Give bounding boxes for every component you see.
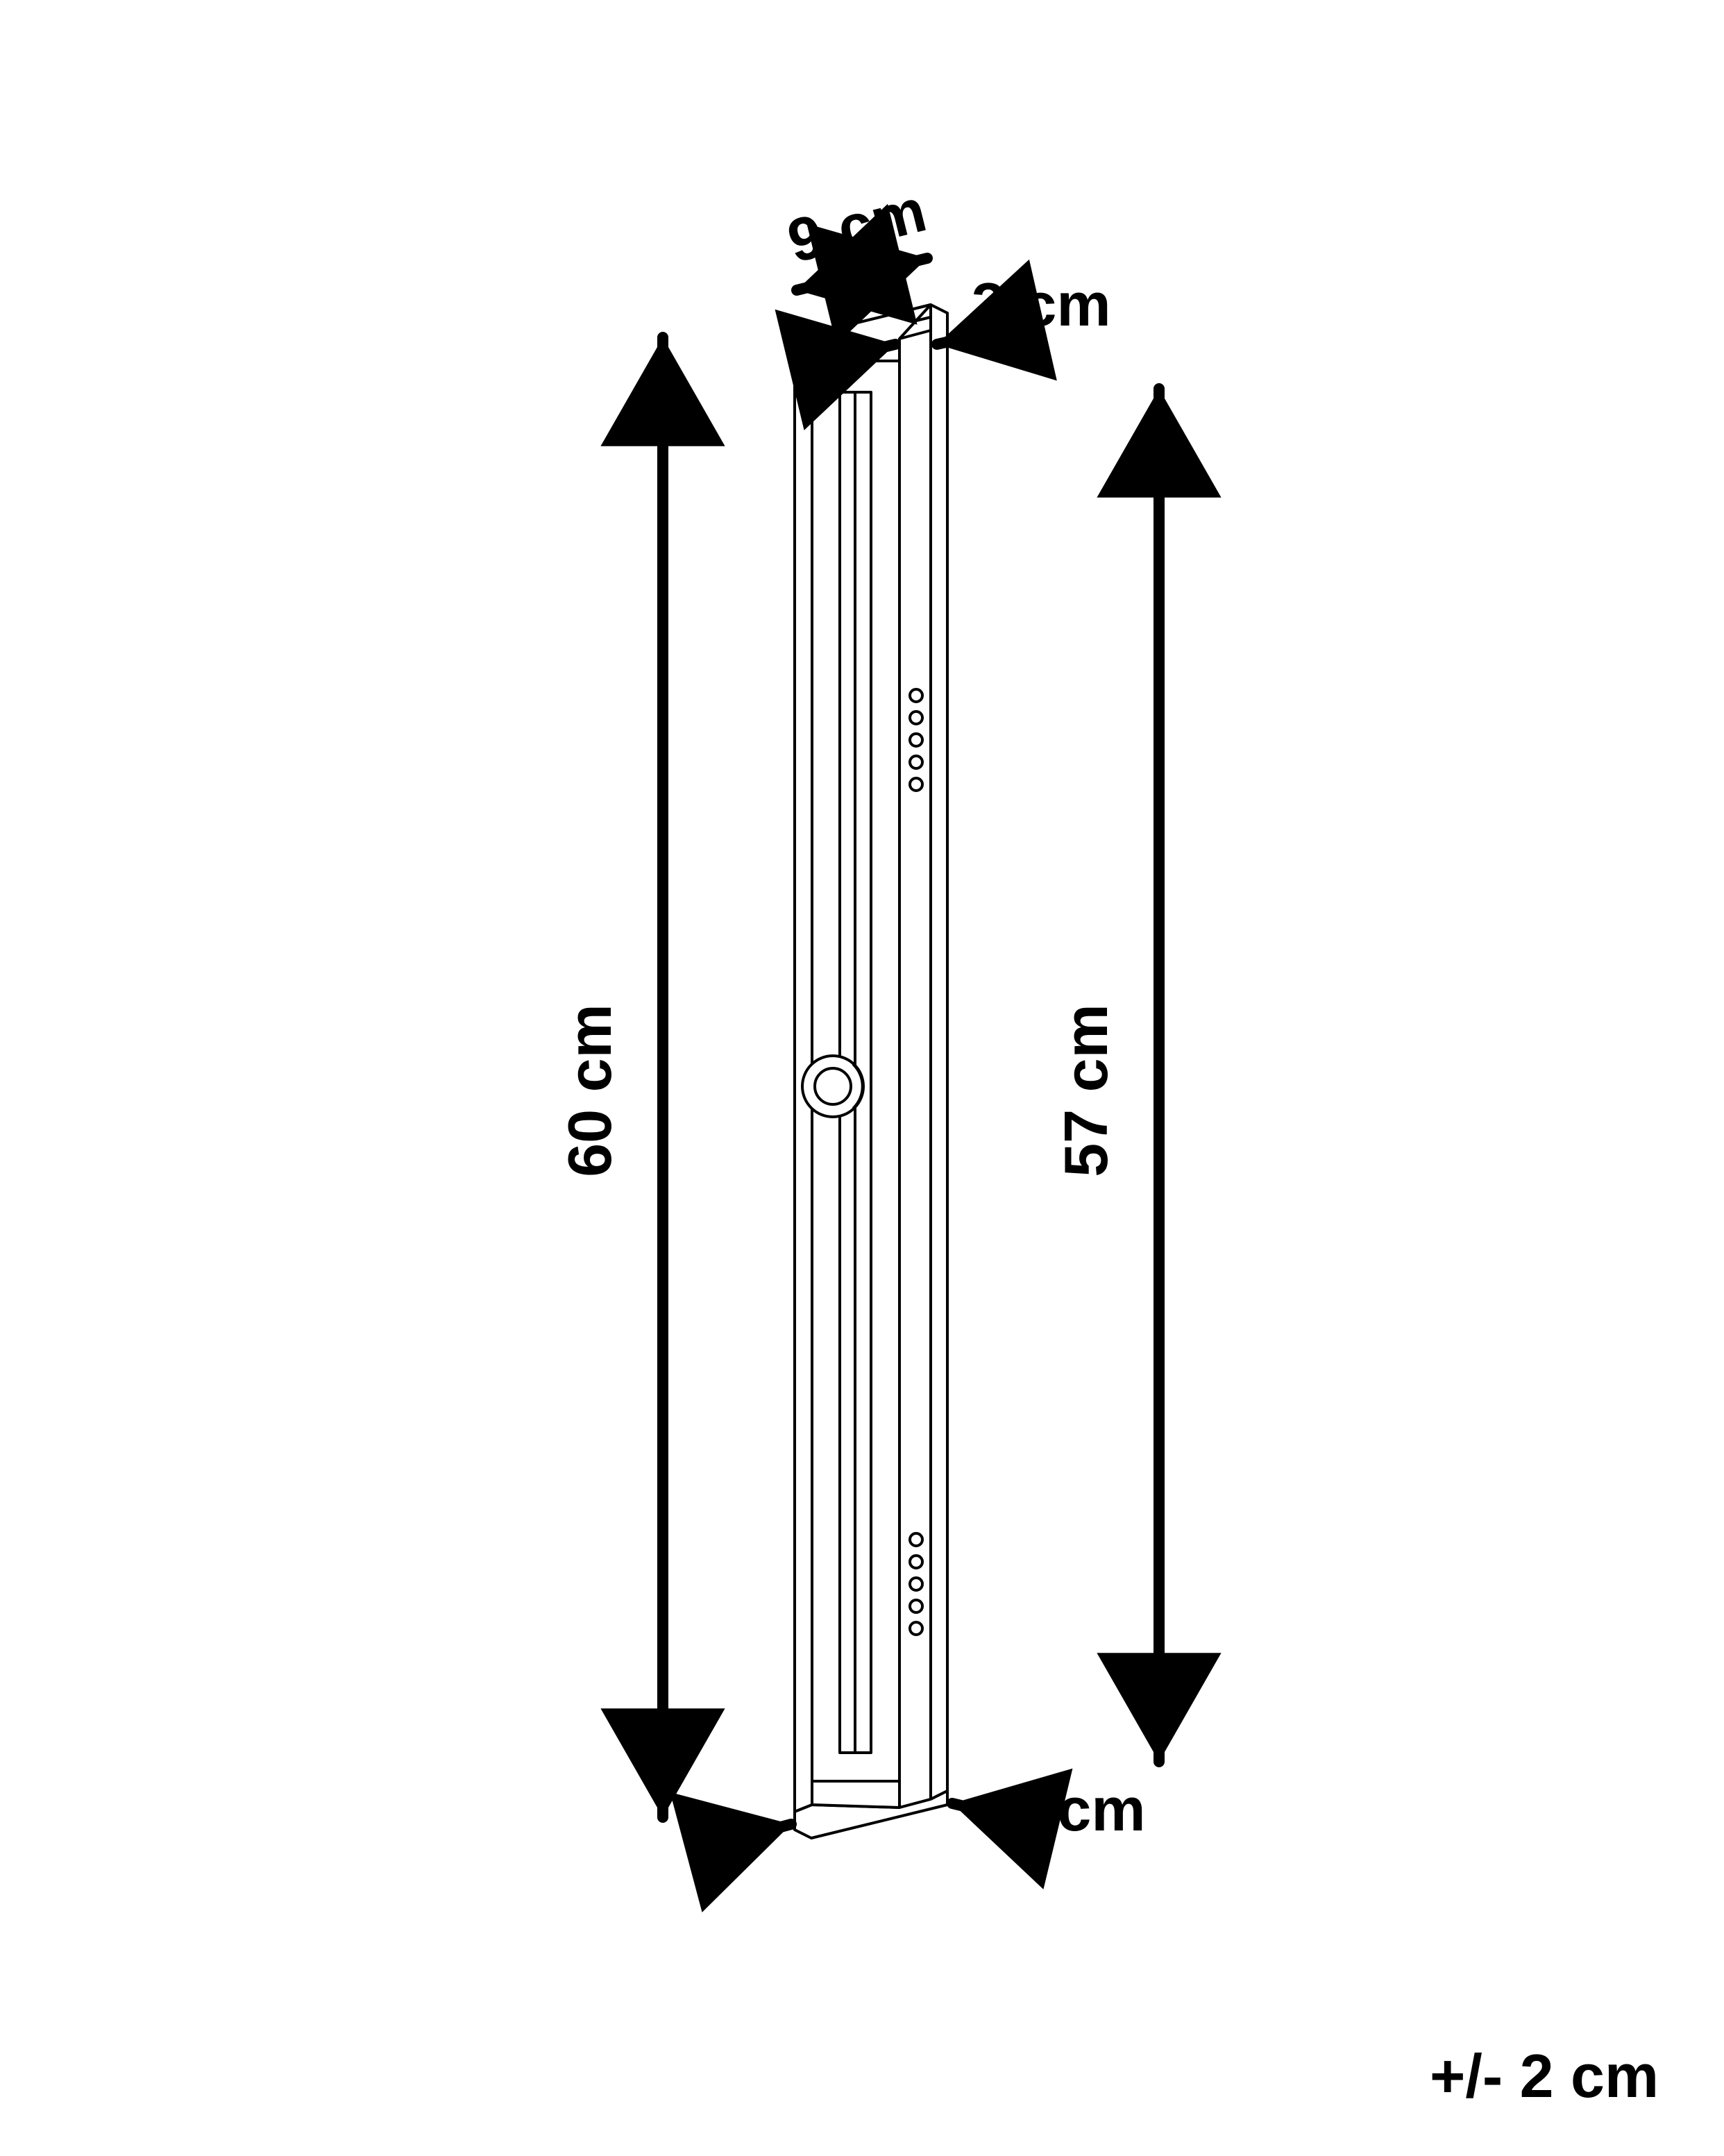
drawing-svg (0, 0, 1724, 2156)
knob (802, 1056, 863, 1117)
dim-depth-bottom: 1 cm (1006, 1774, 1146, 1845)
dimension-diagram: 9 cm 3 cm 60 cm 57 cm 1 cm +/- 2 cm (0, 0, 1724, 2156)
dim-gap-top-right: 3 cm (972, 269, 1111, 340)
product-outline (795, 305, 947, 1838)
dim-height-left: 60 cm (555, 1000, 625, 1181)
dim-height-right: 57 cm (1051, 1000, 1122, 1181)
tolerance-note: +/- 2 cm (1430, 2041, 1659, 2112)
